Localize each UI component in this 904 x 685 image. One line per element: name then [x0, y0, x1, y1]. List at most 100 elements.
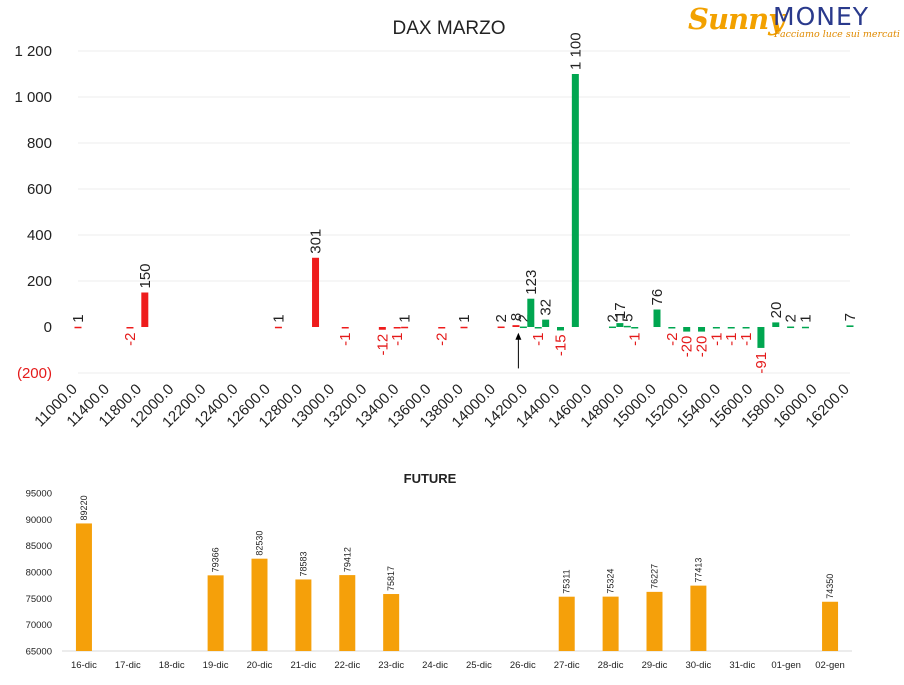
data-label: 76	[649, 289, 666, 306]
future-chart: FUTURE 65000 70000 75000 80000 85000 90000 9500…	[26, 471, 852, 671]
bar	[295, 579, 312, 651]
y-tick-label: 70000	[26, 620, 52, 631]
dax-marzo-chart: DAX MARZO (200) 0 200 400 600 800 1 000 1 200 1 -2…	[14, 18, 859, 431]
y-tick-label: 85000	[26, 541, 52, 552]
data-label: -2	[122, 333, 139, 346]
data-label: 1	[70, 314, 87, 322]
data-label: 76227	[650, 564, 660, 589]
data-label: 1 100	[567, 32, 584, 70]
logo-word-sunny: Sunny	[688, 2, 785, 36]
data-label: -1	[723, 333, 740, 346]
data-label: -1	[337, 333, 354, 346]
x-tick-label: 25-dic	[466, 660, 492, 671]
data-label: 1	[456, 314, 473, 322]
bar	[393, 327, 401, 329]
bar	[727, 327, 735, 329]
x-tick-label: 19-dic	[203, 660, 229, 671]
bar	[527, 298, 535, 327]
bar	[126, 327, 134, 329]
data-label: -91	[753, 352, 770, 374]
data-label: -2	[664, 333, 681, 346]
bar	[787, 326, 795, 329]
data-label: 78583	[298, 551, 308, 576]
y-tick-label: 400	[27, 227, 52, 244]
data-label: 2	[493, 314, 510, 322]
bar	[438, 327, 446, 329]
data-label: 1	[797, 314, 814, 322]
data-label: -1	[389, 333, 406, 346]
y-tick-label: 90000	[26, 515, 52, 526]
data-label: 123	[523, 270, 540, 295]
bar	[251, 558, 268, 651]
y-tick-label: 0	[44, 319, 52, 336]
y-tick-label: 80000	[26, 568, 52, 579]
data-label: 74350	[825, 574, 835, 599]
bar	[631, 327, 639, 329]
data-label: -1	[708, 333, 725, 346]
x-tick-label: 20-dic	[247, 660, 273, 671]
x-tick-label: 29-dic	[642, 660, 668, 671]
bar	[339, 575, 356, 651]
bar	[690, 585, 707, 651]
bar	[571, 74, 579, 327]
bar	[602, 596, 619, 651]
bar	[557, 327, 564, 331]
data-label: 77413	[693, 558, 703, 583]
data-label: -15	[553, 334, 570, 356]
data-label: -1	[738, 333, 755, 346]
data-label: -1	[530, 333, 547, 346]
data-label: 2	[515, 314, 532, 322]
x-tick-label: 27-dic	[554, 660, 580, 671]
y-tick-label: 1 000	[14, 89, 52, 106]
y-tick-label: 200	[27, 273, 52, 290]
bar	[519, 326, 527, 329]
bar	[822, 601, 839, 651]
bar	[378, 327, 386, 330]
data-label: 2	[783, 314, 800, 322]
data-label: 301	[308, 229, 325, 254]
data-label: 75817	[386, 566, 396, 591]
logo-word-money: MONEY	[773, 2, 870, 31]
bar	[623, 325, 631, 328]
data-label: 1	[270, 314, 287, 322]
data-label: 75324	[606, 569, 616, 594]
data-label: 32	[538, 299, 555, 316]
y-tick-label: 600	[27, 181, 52, 198]
data-label: 1	[397, 314, 414, 322]
bar	[74, 326, 82, 329]
bar	[846, 325, 854, 327]
chart-title: DAX MARZO	[393, 18, 506, 39]
x-tick-label: 16-dic	[71, 660, 97, 671]
bar	[742, 327, 750, 329]
annotation-arrow-head	[515, 332, 522, 340]
bar	[712, 327, 720, 329]
bar	[757, 327, 765, 348]
bar	[668, 327, 676, 329]
data-label: 79366	[211, 547, 221, 572]
bar	[801, 326, 809, 329]
bar	[274, 326, 282, 329]
data-label: 89220	[79, 495, 89, 520]
data-label: 7	[842, 313, 859, 321]
x-tick-label: 21-dic	[290, 660, 316, 671]
y-tick-label: 75000	[26, 594, 52, 605]
data-label: 2	[604, 314, 621, 322]
x-tick-label: 24-dic	[422, 660, 448, 671]
data-label: 75311	[562, 569, 572, 593]
data-label: 82530	[255, 531, 265, 556]
x-tick-label: 17-dic	[115, 660, 141, 671]
data-label: 8	[508, 313, 525, 321]
x-tick-label: 23-dic	[378, 660, 404, 671]
bar	[683, 327, 691, 332]
x-tick-label: 26-dic	[510, 660, 536, 671]
bar	[75, 523, 92, 651]
bar	[608, 326, 616, 329]
y-tick-label: 65000	[26, 647, 52, 658]
logo-tagline: Facciamo luce sui mercati	[774, 29, 900, 40]
data-label: 5	[619, 314, 636, 322]
x-tick-label: 31-dic	[729, 660, 755, 671]
bar	[207, 575, 224, 651]
chart-title: FUTURE	[404, 471, 457, 486]
bar	[341, 327, 349, 329]
